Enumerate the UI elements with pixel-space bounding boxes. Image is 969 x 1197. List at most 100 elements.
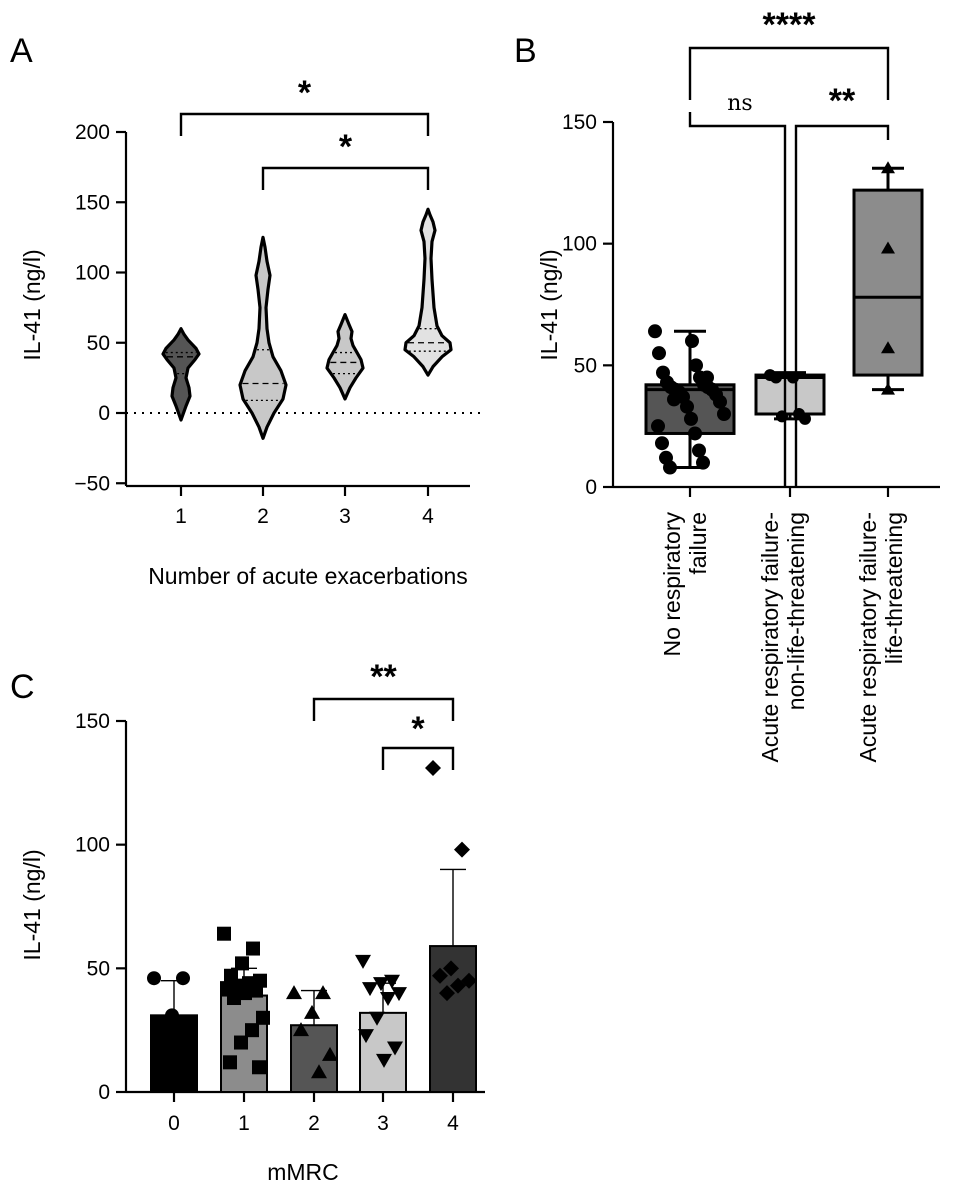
panel-b-significance-label: **** [763, 6, 817, 44]
violin-1 [161, 327, 201, 422]
bar-mmrc-0 [150, 1014, 198, 1093]
bar-point-diamond [454, 841, 470, 858]
bar-point-inverted-triangle [358, 1029, 374, 1044]
box-point [688, 426, 702, 441]
bar-point-inverted-triangle [380, 992, 396, 1007]
panel-b-category-label-line2: failure [685, 512, 711, 575]
panel-b-significance-bracket [688, 112, 787, 487]
box-point [770, 371, 782, 384]
bar-point-inverted-triangle [373, 977, 389, 992]
panel-a-x-tick-label: 1 [175, 505, 187, 528]
bar-point-triangle [304, 1004, 320, 1019]
bar-point-circle [176, 971, 190, 986]
bar-point-circle [147, 971, 161, 986]
panel-a-y-tick-label: 100 [75, 262, 110, 285]
box-point [685, 334, 699, 348]
panel-b: IL-41 (ng/l) 150 100 50 0 **** ns ** No respi… [536, 6, 940, 763]
bar-point-square [235, 956, 249, 971]
panel-a-significance-bracket [261, 166, 430, 190]
panel-c-significance-bracket [381, 746, 455, 770]
bar-point-inverted-triangle [387, 1041, 403, 1056]
panel-b-category-label-line2: life-threatening [881, 512, 907, 664]
panel-c-x-tick-label: 2 [308, 1112, 320, 1135]
panel-b-category-label-line1: Acute respiratory failure- [757, 512, 783, 763]
bar-point-triangle [293, 1022, 309, 1037]
panel-letter-a: A [10, 32, 33, 70]
bar-point-square [234, 1035, 248, 1050]
panel-a-y-tick-label: 150 [75, 191, 110, 214]
panel-b-category-label-line1: Acute respiratory failure- [855, 512, 881, 763]
panel-letter-c: C [10, 668, 35, 706]
bar-point-square [227, 991, 241, 1006]
box-point [713, 394, 727, 409]
panel-c-x-tick-label: 4 [447, 1112, 459, 1135]
panel-b-significance-bracket [794, 124, 890, 487]
bar-point-square [238, 986, 252, 1001]
box-point [652, 346, 666, 361]
panel-b-y-tick-label: 150 [562, 111, 597, 134]
bar-point-inverted-triangle [355, 954, 371, 969]
bar-point-diamond [425, 759, 441, 776]
panel-c-y-tick-label: 150 [75, 710, 110, 733]
panel-c-xlabel: mMRC [267, 1159, 339, 1185]
box-point [680, 399, 694, 414]
box-point [689, 358, 703, 373]
bar-point-diamond [439, 985, 455, 1002]
box-point [684, 411, 698, 426]
panel-c-x-tick-label: 3 [377, 1112, 389, 1135]
panel-b-category-label-line2: non-life-threatening [783, 512, 809, 710]
bar-point-inverted-triangle [376, 1053, 392, 1068]
bar-point-inverted-triangle [391, 987, 407, 1002]
panel-a-x-tick-label: 4 [422, 505, 434, 528]
box-point-triangle [881, 161, 895, 174]
panel-c-y-tick-label: 50 [87, 957, 110, 980]
panel-b-significance-label: ns [727, 91, 752, 116]
panel-a: IL-41 (ng/l) Number of acute exacerbatio… [19, 74, 480, 589]
panel-b-y-tick-label: 50 [574, 354, 597, 377]
bar-point-diamond [432, 967, 448, 984]
bar-point-diamond [443, 960, 459, 977]
box-point [655, 436, 669, 451]
box-point [799, 412, 811, 425]
bar-point-triangle [286, 985, 302, 1000]
panel-a-y-tick-label: 0 [98, 402, 110, 425]
bar-point-square [245, 1023, 259, 1038]
bar-mmrc-3 [359, 1011, 407, 1093]
panel-b-ylabel: IL-41 (ng/l) [536, 249, 562, 360]
panel-a-y-tick-label: 50 [87, 332, 110, 355]
box-point [696, 455, 710, 470]
box-point [648, 324, 662, 339]
panel-a-significance-label: * [298, 74, 312, 112]
box-point-triangle [881, 382, 895, 395]
bar-point-square [223, 1055, 237, 1070]
bar-point-inverted-triangle [362, 982, 378, 997]
bar-point-triangle [315, 985, 331, 1000]
bar-point-square [246, 941, 260, 956]
panel-a-x-tick-label: 3 [339, 505, 351, 528]
bar-point-circle [165, 1008, 179, 1023]
panel-b-significance-label: ** [829, 82, 856, 120]
bar-point-diamond [450, 977, 466, 994]
panel-a-y-tick-label: −50 [74, 472, 110, 495]
panel-a-ylabel: IL-41 (ng/l) [19, 249, 45, 360]
panel-a-x-tick-label: 2 [257, 505, 269, 528]
box-point [700, 370, 714, 385]
box-point [667, 392, 681, 407]
panel-c-significance-label: * [411, 710, 425, 748]
violin-4 [403, 207, 453, 377]
panel-c-x-tick-label: 0 [168, 1112, 180, 1135]
panel-a-significance-bracket [179, 112, 430, 136]
panel-c-ylabel: IL-41 (ng/l) [19, 849, 45, 960]
panel-c-y-tick-label: 0 [98, 1081, 110, 1104]
bar-point-square [249, 983, 263, 998]
box-point [717, 407, 731, 421]
panel-c-significance-label: ** [370, 658, 397, 696]
panel-b-significance-bracket [688, 46, 890, 100]
panel-b-y-tick-label: 0 [585, 476, 597, 499]
panel-c-y-tick-label: 100 [75, 834, 110, 857]
box-point [663, 460, 677, 475]
panel-c-x-tick-label: 1 [238, 1112, 250, 1135]
bar-point-square [217, 926, 231, 941]
